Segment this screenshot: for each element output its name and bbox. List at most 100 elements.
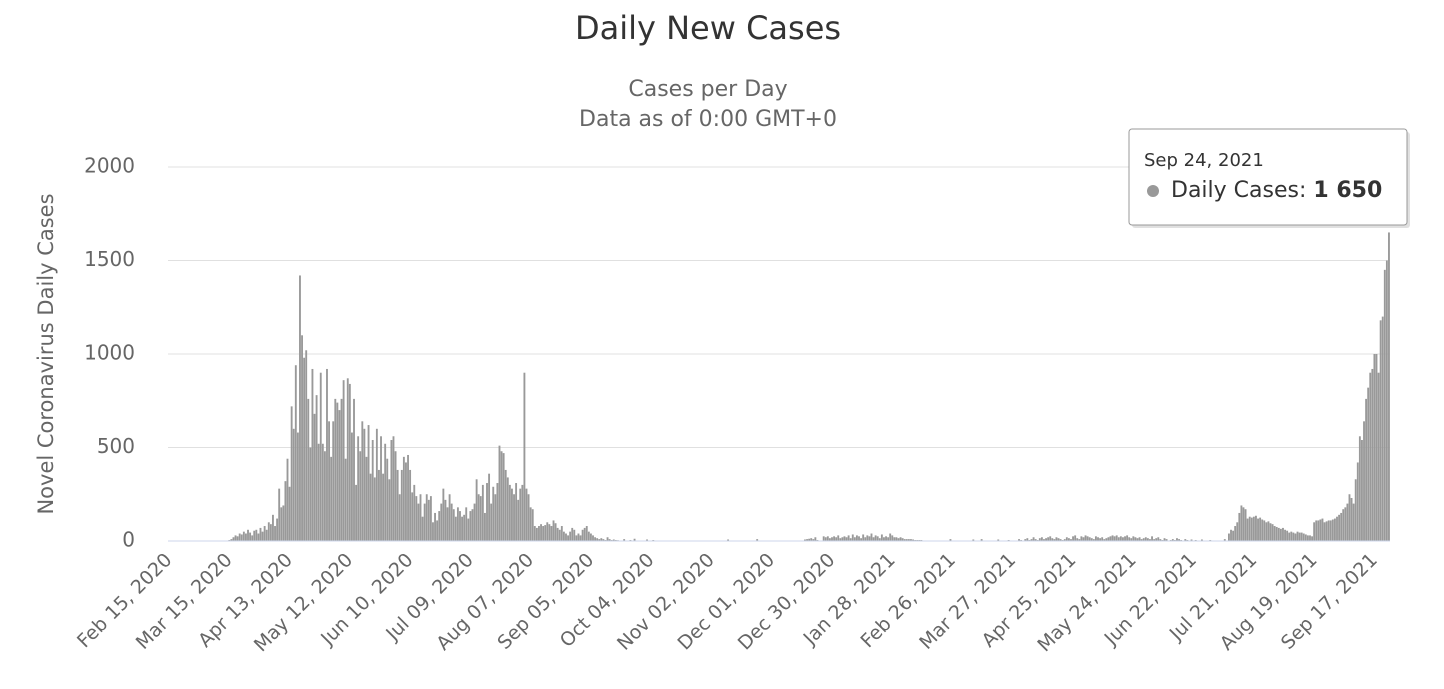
bar: [1269, 523, 1272, 541]
bar: [594, 537, 597, 541]
bar: [413, 484, 416, 541]
bar: [1122, 537, 1124, 541]
bar: [463, 514, 466, 541]
bar: [1230, 529, 1232, 541]
bar: [332, 421, 335, 541]
bar: [1094, 536, 1097, 541]
bar: [417, 503, 420, 541]
bar: [569, 531, 572, 541]
bar: [1331, 519, 1334, 541]
bar: [350, 432, 353, 541]
y-tick-label: 500: [97, 434, 135, 458]
bar: [1119, 536, 1122, 541]
bar: [1176, 538, 1178, 541]
bar: [342, 380, 345, 541]
bar: [592, 535, 594, 541]
bar: [804, 539, 806, 541]
bar: [841, 537, 844, 541]
bar: [521, 484, 524, 541]
bar: [265, 529, 268, 541]
bar: [257, 533, 260, 541]
bar: [544, 525, 547, 541]
bar: [812, 539, 815, 541]
bar: [1321, 518, 1324, 541]
bar: [498, 445, 501, 541]
bar: [866, 535, 869, 541]
bar: [540, 524, 542, 541]
bar: [1126, 535, 1129, 541]
bar: [646, 539, 648, 541]
bar: [1261, 519, 1264, 541]
bar: [326, 368, 328, 541]
bar: [535, 527, 538, 541]
bar: [1373, 354, 1376, 541]
bar: [552, 520, 555, 541]
bar: [1030, 539, 1033, 541]
bar: [409, 469, 412, 541]
bar: [1051, 538, 1054, 541]
bar: [1286, 530, 1289, 541]
bar: [361, 421, 364, 541]
bar: [860, 538, 863, 541]
bar: [382, 473, 385, 541]
bar: [1350, 497, 1353, 541]
bar: [255, 529, 258, 541]
bar: [756, 539, 759, 541]
bar: [1344, 507, 1347, 541]
bar: [363, 428, 366, 541]
bar: [1250, 517, 1253, 541]
bar: [440, 503, 443, 541]
bar: [317, 443, 320, 541]
bar: [309, 447, 312, 541]
bar: [1248, 516, 1251, 541]
bar: [411, 492, 414, 541]
bar: [405, 462, 407, 541]
bar: [375, 428, 378, 541]
bar: [490, 503, 493, 541]
bar: [565, 533, 567, 541]
bar: [826, 536, 829, 541]
bar: [367, 425, 370, 541]
bar: [1024, 539, 1027, 541]
bar: [288, 486, 291, 541]
bar: [1277, 527, 1280, 541]
bar: [1132, 536, 1135, 541]
bar: [452, 509, 455, 541]
bar: [1043, 539, 1045, 541]
bar: [242, 531, 245, 541]
bar: [1124, 536, 1126, 541]
bar: [274, 526, 276, 541]
bar: [1325, 521, 1328, 541]
bar: [1200, 539, 1203, 541]
bar: [606, 537, 609, 541]
y-tick-label: 1000: [84, 341, 135, 365]
bar: [542, 526, 545, 541]
bar: [822, 536, 825, 541]
bar: [1099, 538, 1102, 541]
bar: [504, 469, 507, 541]
bar: [1358, 436, 1361, 541]
bar: [1055, 537, 1058, 541]
bar: [442, 488, 445, 541]
bar: [1105, 538, 1108, 541]
y-tick-label: 2000: [84, 154, 135, 178]
bar: [1090, 538, 1093, 541]
bar: [467, 518, 470, 541]
bar: [1379, 320, 1382, 541]
bar: [1111, 535, 1114, 541]
bar: [558, 529, 561, 541]
bar: [577, 533, 580, 541]
bar: [1084, 535, 1087, 541]
bar: [421, 516, 424, 541]
bar: [1279, 528, 1282, 541]
bar: [396, 469, 399, 541]
bar: [261, 531, 264, 541]
bar: [473, 503, 476, 541]
bar: [527, 494, 530, 541]
bar: [419, 494, 422, 541]
bar: [1388, 232, 1390, 541]
bar: [517, 499, 520, 541]
bar: [581, 529, 584, 541]
bar: [438, 511, 441, 541]
bar: [1082, 537, 1085, 541]
